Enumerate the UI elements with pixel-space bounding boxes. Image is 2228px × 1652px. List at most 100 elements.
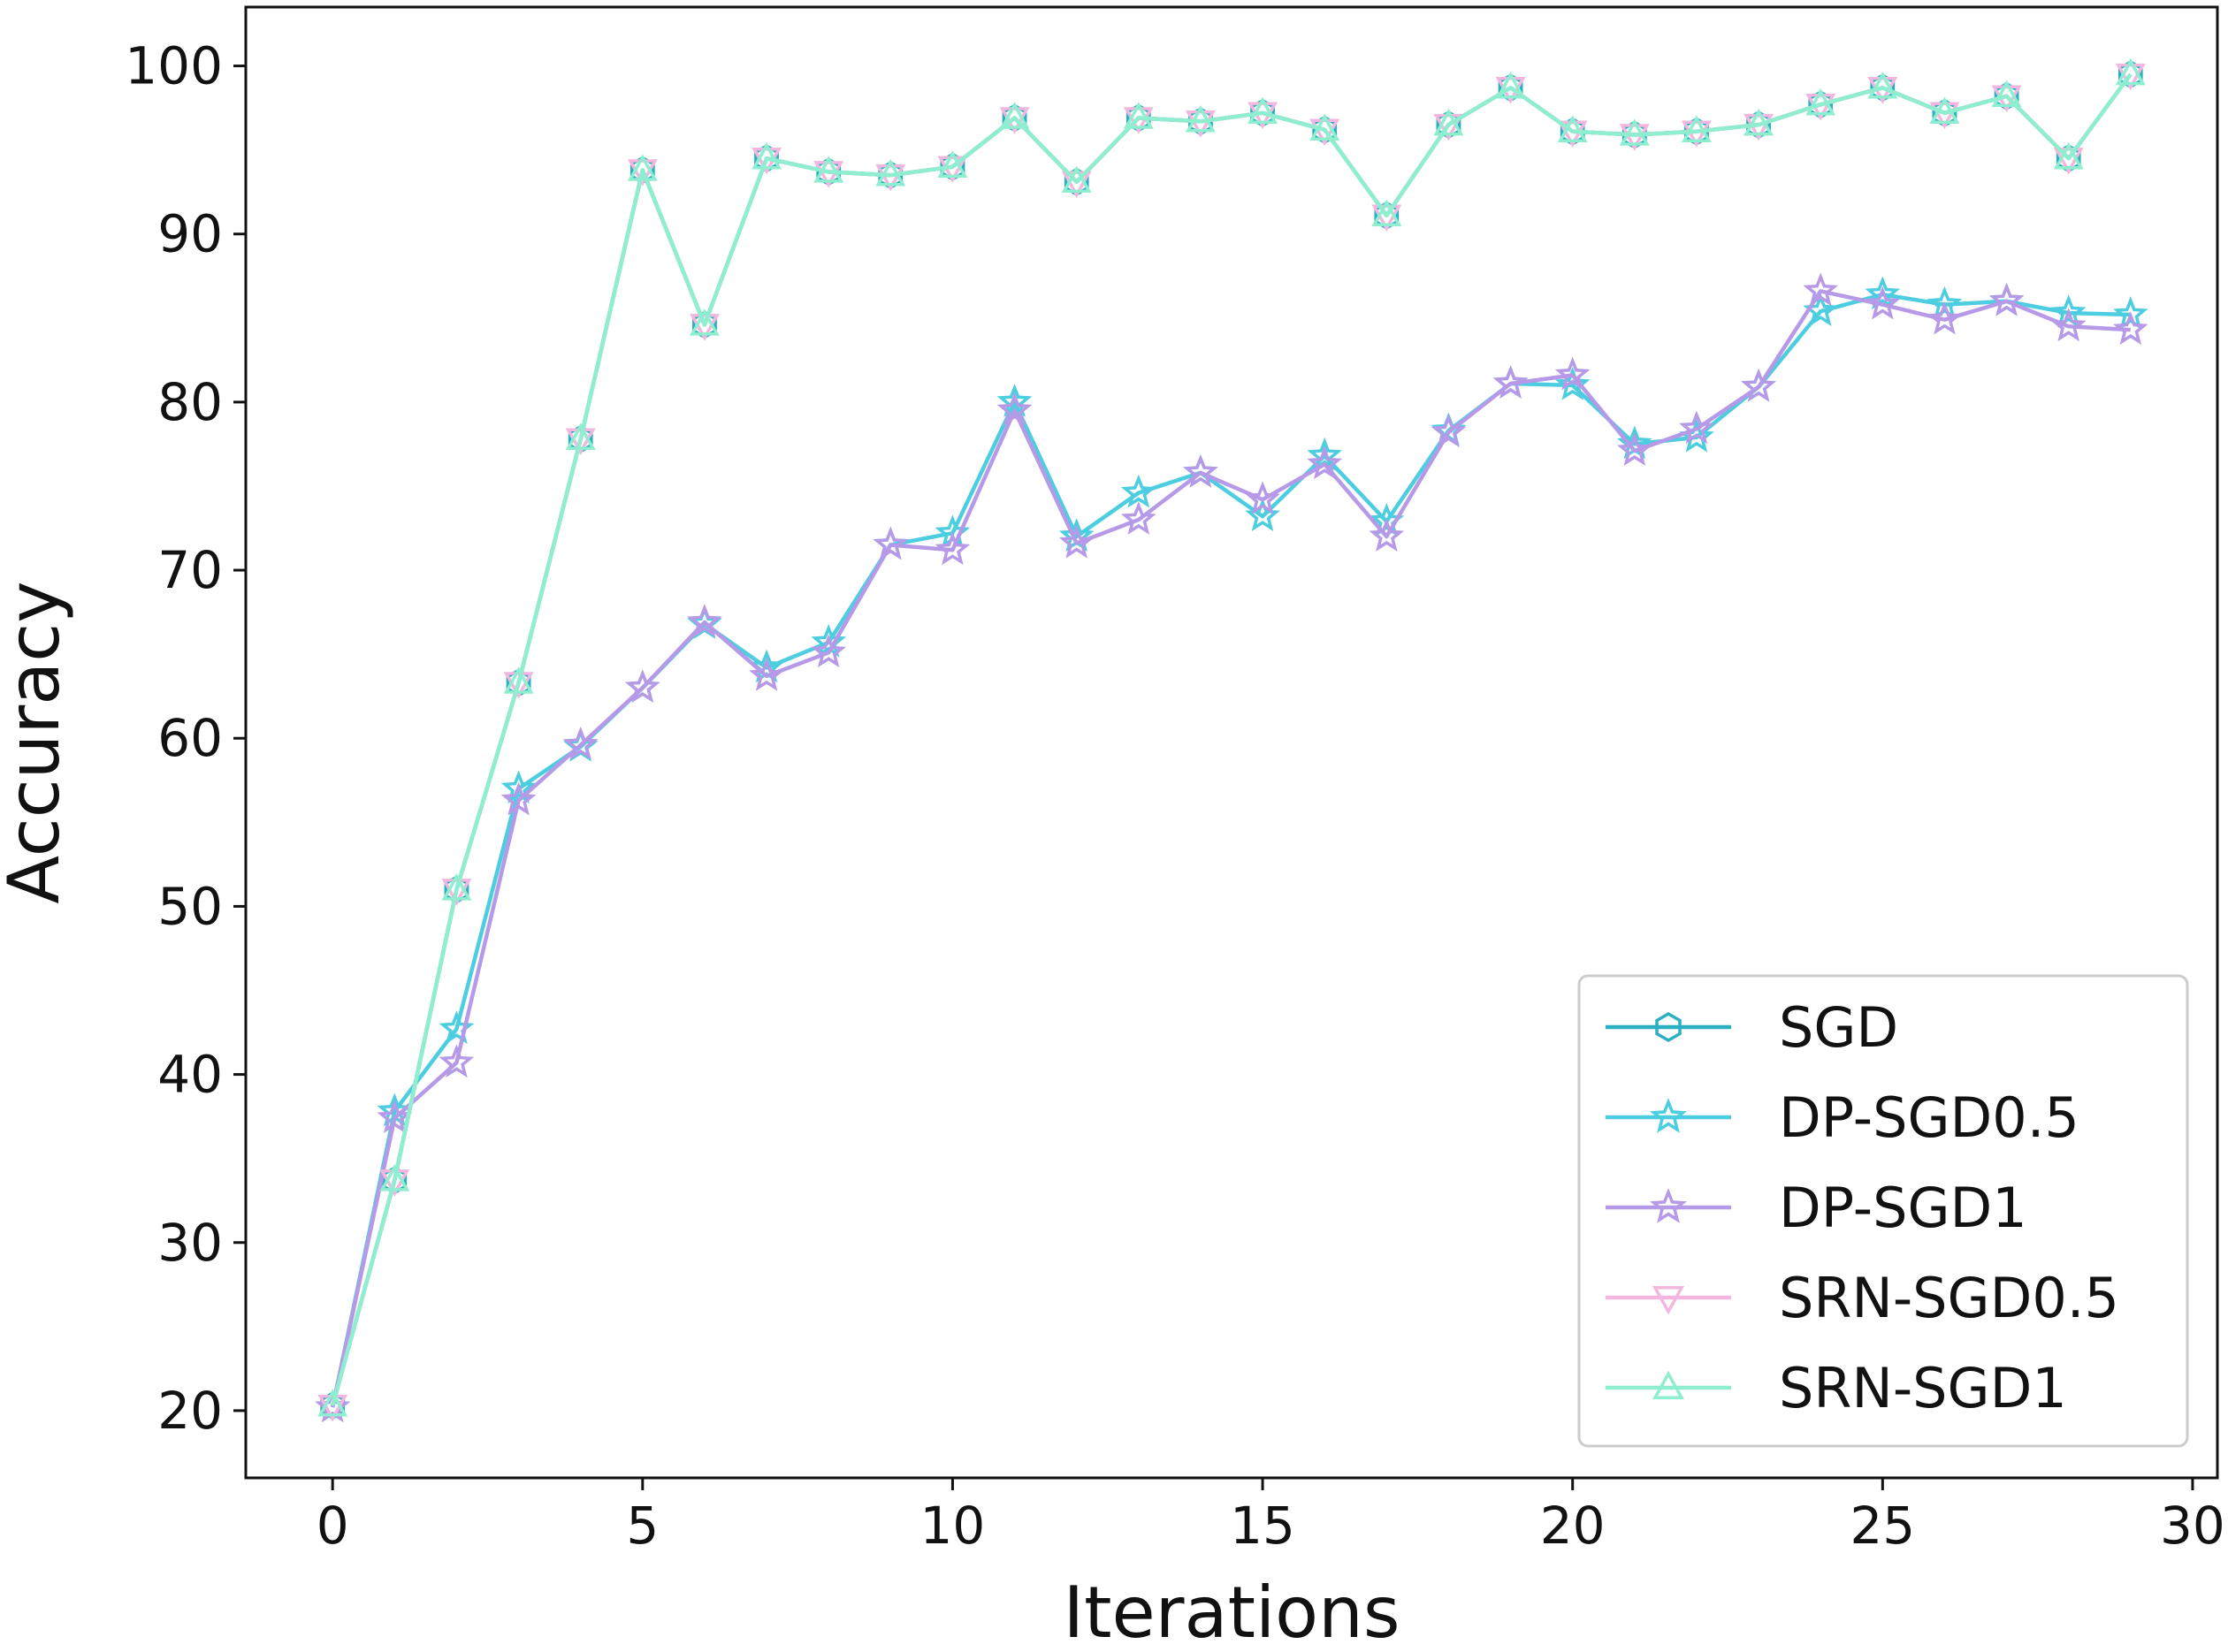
- legend-label: SRN-SGD1: [1779, 1356, 2067, 1420]
- legend-item-dp-sgd1: DP-SGD1: [1606, 1176, 2027, 1240]
- legend-item-dp-sgd0.5: DP-SGD0.5: [1606, 1085, 2079, 1150]
- data-point: [749, 658, 784, 691]
- data-point: [1369, 518, 1405, 552]
- legend-box: [1577, 974, 2189, 1448]
- y-tick-label: 90: [157, 204, 223, 264]
- x-tick-label: 5: [626, 1496, 659, 1556]
- data-point: [1865, 285, 1901, 320]
- data-point: [875, 164, 906, 192]
- legend-item-srn-sgd1: SRN-SGD1: [1606, 1356, 2067, 1420]
- data-point: [996, 392, 1033, 426]
- data-point: [1803, 272, 1838, 307]
- y-tick-label: 50: [157, 876, 223, 936]
- data-point: [996, 384, 1033, 417]
- legend-label: SRN-SGD0.5: [1779, 1266, 2119, 1330]
- data-point: [562, 727, 599, 760]
- data-point: [1371, 199, 1402, 227]
- data-point: [441, 873, 472, 901]
- data-point: [1554, 367, 1591, 400]
- data-point: [1929, 96, 1960, 125]
- series-srn-sgd1: [317, 57, 2146, 1417]
- plot-frame: [244, 5, 2219, 1480]
- data-point: [627, 154, 658, 181]
- x-tick-label: 20: [1540, 1496, 1606, 1556]
- legend-label: DP-SGD0.5: [1779, 1085, 2079, 1150]
- data-point: [1307, 445, 1343, 480]
- data-point: [1927, 285, 1963, 320]
- legend-marker: [1650, 1188, 1687, 1223]
- series-line: [330, 289, 2131, 1408]
- data-point: [875, 158, 906, 187]
- data-point: [1929, 102, 1960, 130]
- y-tick-label: 30: [157, 1213, 223, 1273]
- data-point: [565, 423, 596, 450]
- data-point: [1185, 104, 1216, 133]
- y-tick-label: 40: [157, 1045, 223, 1105]
- data-point: [1681, 115, 1712, 142]
- y-tick-label: 80: [157, 372, 223, 432]
- data-point: [1061, 171, 1092, 199]
- data-point: [1245, 498, 1280, 532]
- data-point: [1865, 276, 1901, 310]
- y-tick-label: 20: [157, 1381, 223, 1441]
- data-point: [935, 531, 971, 566]
- data-point: [2050, 294, 2087, 328]
- data-point: [1245, 481, 1280, 515]
- x-tick-label: 25: [1850, 1496, 1915, 1556]
- y-tick-label: 70: [157, 540, 223, 600]
- data-point: [2115, 57, 2146, 86]
- data-point: [1309, 118, 1340, 147]
- data-point: [1867, 71, 1898, 99]
- data-point: [317, 1394, 348, 1422]
- data-point: [1307, 437, 1343, 471]
- data-point: [503, 666, 534, 694]
- data-point: [439, 1044, 475, 1078]
- data-point: [500, 781, 537, 816]
- data-point: [999, 107, 1030, 134]
- data-point: [565, 428, 596, 456]
- data-point: [2112, 296, 2148, 330]
- data-point: [1248, 96, 1278, 125]
- data-point: [1805, 88, 1836, 116]
- data-point: [1061, 165, 1092, 194]
- x-tick-label: 30: [2160, 1496, 2225, 1556]
- data-point: [1991, 80, 2022, 108]
- legend: SGD DP-SGD0.5 DP-SGD1 SRN-SGD0.5 SRN-SGD1: [1577, 974, 2189, 1448]
- y-tick-label: 60: [157, 708, 223, 768]
- data-point: [873, 526, 909, 560]
- data-point: [1495, 71, 1526, 99]
- legend-label: DP-SGD1: [1779, 1176, 2027, 1240]
- legend-marker: [1652, 1286, 1684, 1315]
- data-point: [1616, 432, 1652, 466]
- data-point: [627, 159, 658, 187]
- data-point: [1741, 368, 1776, 402]
- y-axis-title: Accuracy: [0, 581, 75, 903]
- data-point: [441, 879, 472, 906]
- data-point: [1679, 410, 1714, 445]
- data-point: [687, 604, 722, 638]
- series-dp-sgd1: [315, 272, 2148, 1423]
- legend-item-sgd: SGD: [1606, 995, 1898, 1060]
- data-point: [625, 669, 660, 704]
- data-point: [1492, 365, 1529, 399]
- data-point: [1619, 118, 1650, 146]
- data-point: [811, 634, 847, 668]
- x-tick-label: 15: [1230, 1496, 1295, 1556]
- data-point: [379, 1164, 410, 1191]
- data-point: [1185, 110, 1216, 138]
- data-point: [1309, 113, 1340, 141]
- data-point: [1183, 453, 1218, 488]
- x-tick-label: 10: [920, 1496, 986, 1556]
- data-point: [1743, 108, 1774, 136]
- data-point: [813, 156, 844, 183]
- data-point: [1431, 414, 1467, 448]
- data-point: [1927, 301, 1963, 335]
- data-point: [1988, 282, 2025, 316]
- data-point: [1371, 204, 1402, 232]
- data-point: [752, 141, 782, 170]
- x-tick-label: 0: [317, 1496, 349, 1556]
- data-point: [1433, 108, 1464, 136]
- data-point: [689, 308, 720, 336]
- legend-marker: [1655, 1011, 1682, 1043]
